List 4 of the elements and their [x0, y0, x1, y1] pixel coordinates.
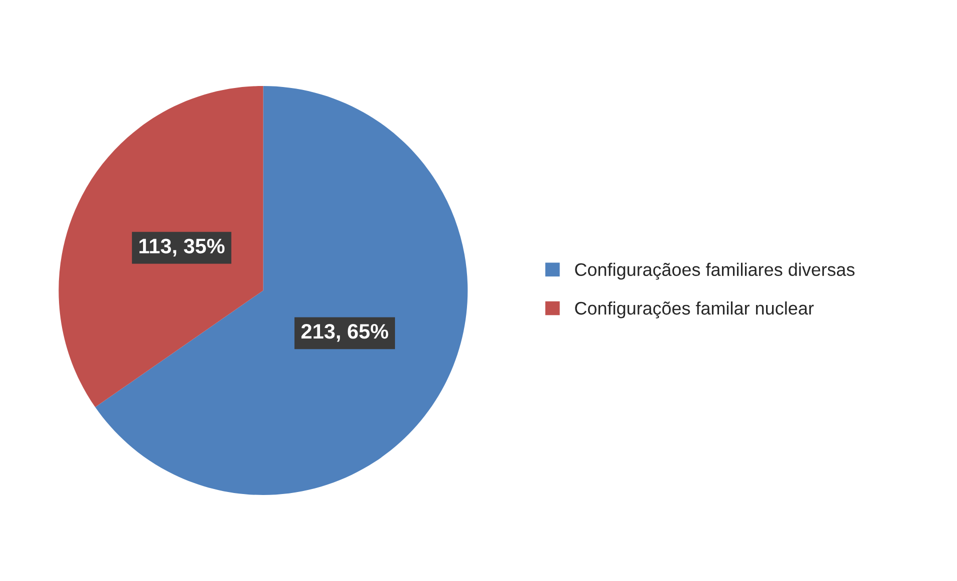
legend-label: Configurações familar nuclear: [575, 301, 814, 318]
legend-label: Configuraçãoes familiares diversas: [575, 262, 855, 280]
data-label: 213, 65%: [301, 324, 388, 342]
data-label: 113, 35%: [139, 238, 225, 256]
